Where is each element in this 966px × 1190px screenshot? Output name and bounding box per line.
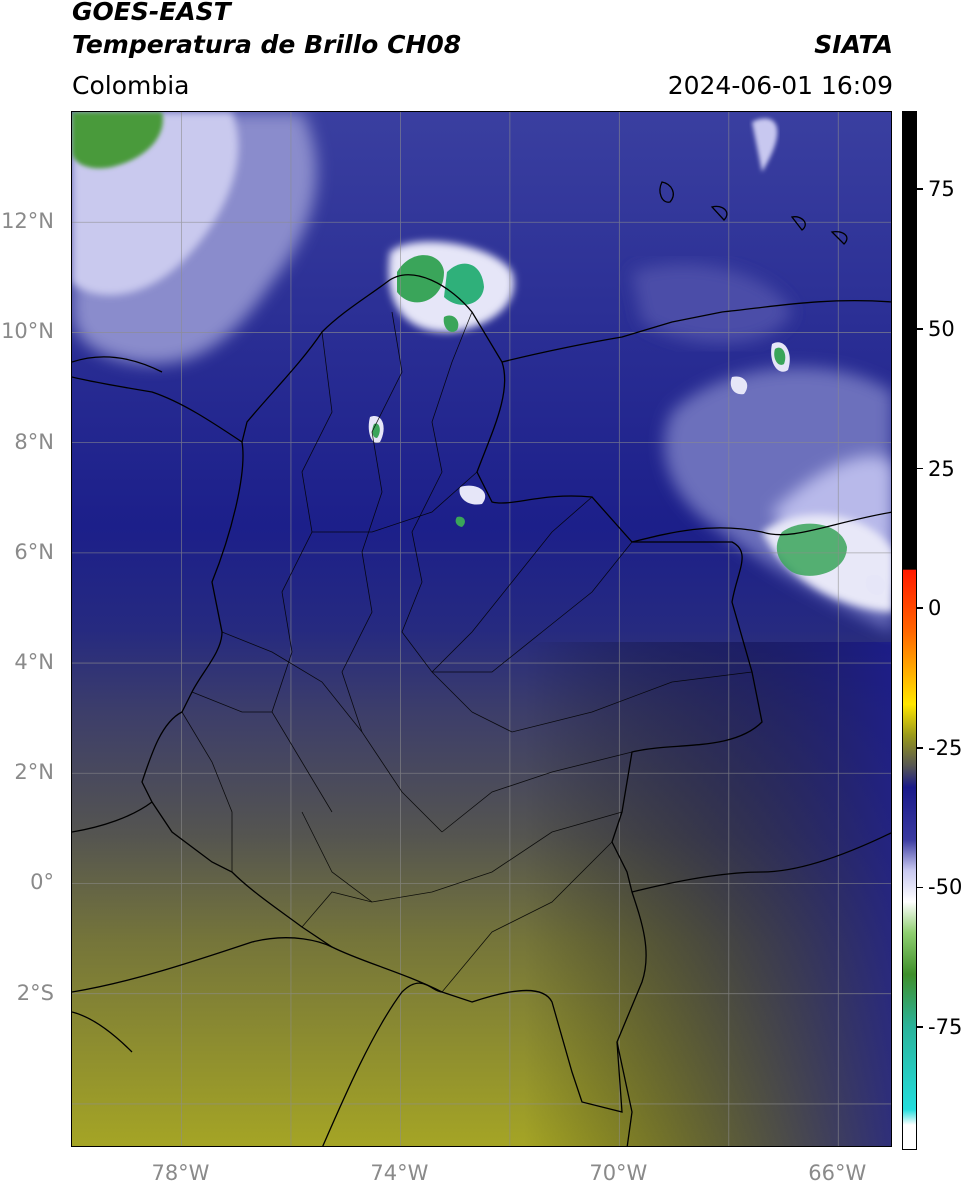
brightness-temperature-field xyxy=(72,112,891,1146)
colorbar-tick-label: -50 xyxy=(928,875,963,900)
lat-label: 8°N xyxy=(14,429,54,454)
lat-label: 0° xyxy=(30,870,54,895)
lat-label: 6°N xyxy=(14,539,54,564)
colorbar-tick xyxy=(917,886,923,889)
lon-label: 78°W xyxy=(151,1161,210,1185)
datetime-label: 2024-06-01 16:09 xyxy=(667,71,893,100)
lat-label: 10°N xyxy=(1,319,54,344)
colorbar-tick-label: 75 xyxy=(928,177,955,202)
colorbar-tick xyxy=(917,328,923,330)
lat-label: 2°S xyxy=(16,980,54,1005)
colorbar-tick xyxy=(917,747,923,749)
colorbar-tick-label: -25 xyxy=(928,735,963,760)
lat-label: 2°N xyxy=(14,760,54,785)
colorbar-tick xyxy=(917,1026,923,1028)
department-borders xyxy=(181,311,753,993)
product-title: Temperatura de Brillo CH08 xyxy=(72,30,462,59)
satellite-title: GOES-EAST xyxy=(72,0,231,26)
source-label: SIATA xyxy=(814,30,893,59)
convective-cell-1 xyxy=(397,255,444,303)
region-label: Colombia xyxy=(72,71,190,100)
colorbar-tick xyxy=(917,188,923,190)
colorbar-tick xyxy=(917,607,923,609)
colorbar-tick-label: 50 xyxy=(928,316,955,341)
lat-label: 12°N xyxy=(1,209,54,234)
colorbar-tick-label: 25 xyxy=(928,456,955,481)
lon-label: 74°W xyxy=(370,1161,429,1185)
colorbar xyxy=(902,111,917,1150)
colorbar-tick-label: 0 xyxy=(928,596,942,621)
colorbar-tick-label: -75 xyxy=(928,1015,963,1040)
lat-label: 4°N xyxy=(14,650,54,675)
satellite-map[interactable] xyxy=(71,111,892,1147)
lon-label: 70°W xyxy=(589,1161,648,1185)
lon-label: 66°W xyxy=(808,1161,867,1185)
country-borders xyxy=(72,181,891,1146)
colorbar-tick xyxy=(917,467,923,470)
graticule xyxy=(72,112,891,1146)
